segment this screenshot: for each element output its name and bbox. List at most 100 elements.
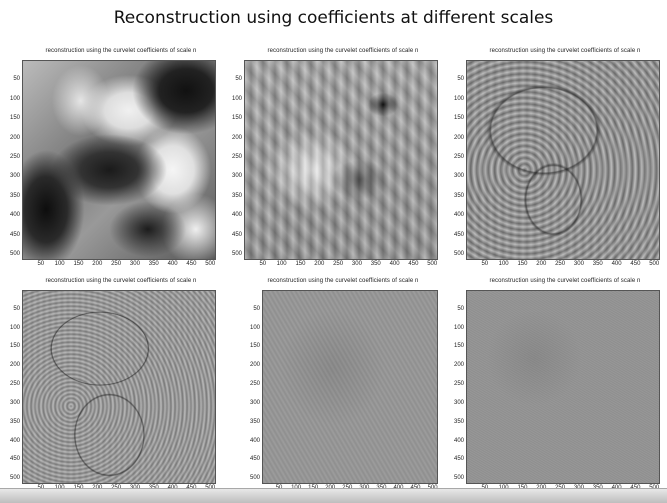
- y-tick-label: 450: [249, 456, 260, 463]
- x-tick-label: 500: [205, 261, 216, 267]
- x-tick-label: 250: [111, 261, 122, 267]
- y-tick-label: 450: [453, 456, 464, 463]
- y-tick-label: 400: [453, 212, 464, 219]
- y-tick-label: 300: [453, 399, 464, 406]
- x-tick-label: 50: [481, 261, 489, 267]
- y-tick-label: 150: [453, 343, 464, 350]
- x-tick-label: 400: [611, 261, 622, 267]
- panel-scale-3: reconstruction using the curvelet coeffi…: [454, 48, 664, 278]
- y-tick-label: 50: [235, 76, 242, 83]
- y-tick-label: 100: [9, 95, 20, 102]
- y-tick-label: 350: [453, 418, 464, 425]
- x-tick-label: 250: [333, 261, 344, 267]
- y-tick-label: 350: [231, 192, 242, 199]
- x-tick-label: 500: [427, 261, 438, 267]
- x-tick-label: 200: [314, 261, 325, 267]
- y-tick-label: 350: [249, 418, 260, 425]
- x-tick-label: 200: [92, 261, 103, 267]
- slide-title: Reconstruction using coefficients at dif…: [113, 8, 554, 28]
- y-tick-label: 50: [13, 305, 20, 312]
- y-tick-label: 300: [453, 173, 464, 180]
- x-tick-label: 350: [148, 261, 159, 267]
- x-tick-label: 100: [54, 261, 65, 267]
- x-tick-label: 150: [295, 261, 306, 267]
- y-tick-label: 100: [231, 95, 242, 102]
- y-tick-label: 400: [249, 437, 260, 444]
- x-tick-label: 50: [37, 261, 45, 267]
- slide-footer-bar: [0, 488, 667, 503]
- y-tick-label: 300: [231, 173, 242, 180]
- x-tick-label: 450: [408, 261, 419, 267]
- y-tick-label: 50: [13, 76, 20, 83]
- y-tick-label: 200: [9, 362, 20, 369]
- panel-scale-5: reconstruction using the curvelet coeffi…: [244, 278, 442, 500]
- y-tick-label: 250: [231, 154, 242, 161]
- y-tick-label: 150: [453, 115, 464, 122]
- y-tick-label: 400: [9, 437, 20, 444]
- y-tick-label: 500: [249, 475, 260, 482]
- x-tick-label: 300: [573, 261, 584, 267]
- y-tick-label: 450: [9, 456, 20, 463]
- y-tick-label: 400: [9, 212, 20, 219]
- panel-caption: reconstruction using the curvelet coeffi…: [45, 48, 197, 54]
- y-tick-label: 200: [453, 134, 464, 141]
- y-tick-label: 450: [231, 231, 242, 238]
- y-tick-label: 350: [453, 192, 464, 199]
- y-tick-label: 250: [453, 154, 464, 161]
- reconstruction-image-scale-3: [466, 60, 660, 260]
- y-tick-label: 100: [249, 324, 260, 331]
- panel-scale-4: reconstruction using the curvelet coeffi…: [10, 278, 220, 500]
- reconstruction-image-scale-4: [22, 290, 216, 484]
- reconstruction-image-scale-5: [262, 290, 438, 484]
- x-tick-label: 150: [73, 261, 84, 267]
- panel-caption: reconstruction using the curvelet coeffi…: [489, 48, 641, 54]
- x-tick-label: 200: [536, 261, 547, 267]
- y-tick-label: 100: [453, 324, 464, 331]
- y-tick-label: 500: [9, 251, 20, 258]
- y-tick-label: 50: [457, 305, 464, 312]
- y-tick-label: 400: [231, 212, 242, 219]
- y-tick-label: 350: [9, 192, 20, 199]
- y-tick-label: 500: [453, 475, 464, 482]
- panel-caption: reconstruction using the curvelet coeffi…: [489, 278, 641, 284]
- y-tick-label: 200: [231, 134, 242, 141]
- x-tick-label: 350: [592, 261, 603, 267]
- panel-caption: reconstruction using the curvelet coeffi…: [267, 48, 419, 54]
- reconstruction-image-scale-1: [22, 60, 216, 260]
- y-tick-label: 50: [253, 305, 260, 312]
- x-tick-label: 250: [555, 261, 566, 267]
- y-tick-label: 250: [453, 381, 464, 388]
- y-tick-label: 400: [453, 437, 464, 444]
- x-tick-label: 500: [649, 261, 660, 267]
- y-tick-label: 250: [9, 381, 20, 388]
- panel-scale-2: reconstruction using the curvelet coeffi…: [232, 48, 442, 278]
- x-tick-label: 100: [498, 261, 509, 267]
- y-tick-label: 300: [249, 399, 260, 406]
- y-tick-label: 200: [249, 362, 260, 369]
- x-tick-label: 50: [259, 261, 267, 267]
- y-tick-label: 500: [231, 251, 242, 258]
- y-tick-label: 350: [9, 418, 20, 425]
- y-tick-label: 500: [453, 251, 464, 258]
- y-tick-label: 500: [9, 475, 20, 482]
- y-tick-label: 450: [453, 231, 464, 238]
- panel-caption: reconstruction using the curvelet coeffi…: [45, 278, 197, 284]
- y-tick-label: 150: [231, 115, 242, 122]
- x-tick-label: 400: [389, 261, 400, 267]
- x-tick-label: 150: [517, 261, 528, 267]
- reconstruction-image-scale-6: [466, 290, 660, 484]
- y-tick-label: 250: [249, 381, 260, 388]
- panel-caption: reconstruction using the curvelet coeffi…: [267, 278, 419, 284]
- x-tick-label: 450: [186, 261, 197, 267]
- y-tick-label: 250: [9, 154, 20, 161]
- x-tick-label: 100: [276, 261, 287, 267]
- y-tick-label: 150: [9, 343, 20, 350]
- y-tick-label: 300: [9, 399, 20, 406]
- y-tick-label: 100: [9, 324, 20, 331]
- x-tick-label: 300: [129, 261, 140, 267]
- y-tick-label: 150: [249, 343, 260, 350]
- x-tick-label: 300: [351, 261, 362, 267]
- y-tick-label: 100: [453, 95, 464, 102]
- x-tick-label: 350: [370, 261, 381, 267]
- panel-scale-1: reconstruction using the curvelet coeffi…: [10, 48, 220, 278]
